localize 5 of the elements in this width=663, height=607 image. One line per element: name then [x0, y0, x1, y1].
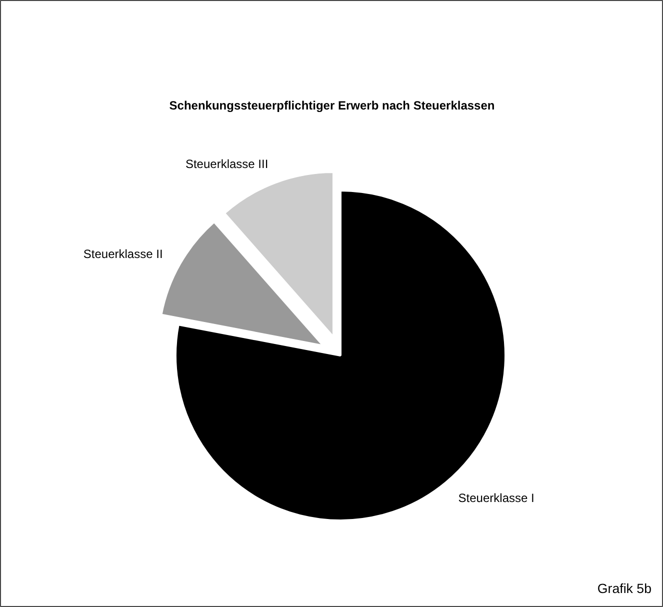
text: Grafik 5b — [597, 581, 652, 596]
slice-label: Steuerklasse I — [458, 490, 534, 505]
chart-title: Schenkungssteuerpflichtiger Erwerb nach Steuerklassen — [169, 98, 495, 112]
slice-label: Steuerklasse II — [83, 247, 163, 262]
slice-label: Steuerklasse III — [185, 157, 268, 172]
